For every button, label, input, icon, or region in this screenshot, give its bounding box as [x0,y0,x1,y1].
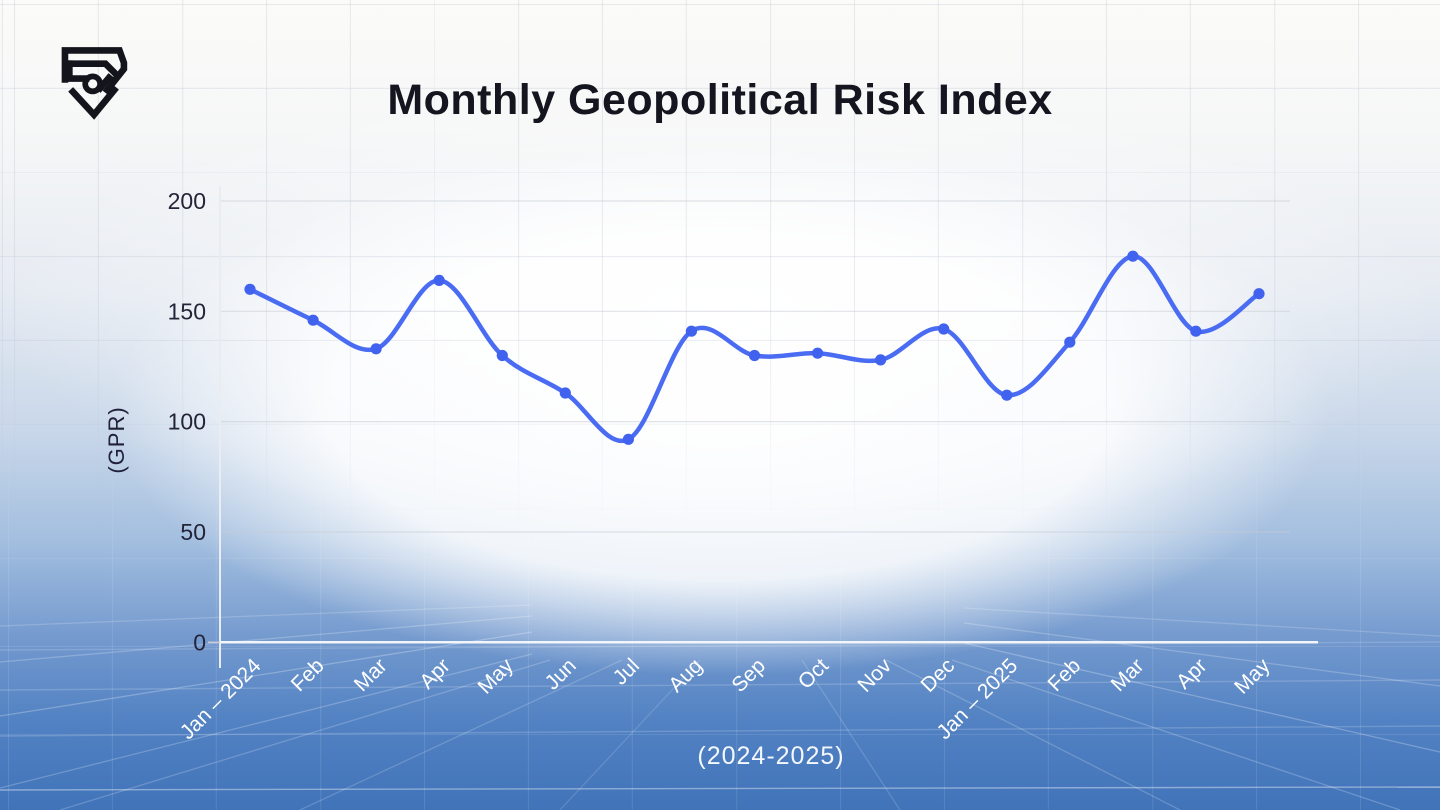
floor-ray-1 [0,615,533,663]
floor-ray-2 [0,631,533,717]
x-tick-label-8: Sep [727,654,770,697]
x-tick-label-13: Feb [1043,654,1085,696]
data-point-Nov [875,354,887,366]
data-point-Apr [433,274,445,286]
x-tick-label-10: Nov [853,654,896,697]
risk-index-line [247,253,1262,444]
floor-horizontal-1 [0,679,1440,691]
data-point-May [1253,288,1265,300]
floor-ray-6 [559,659,701,810]
chart-title: Monthly Geopolitical Risk Index [387,76,1053,124]
floor-ray-4 [59,659,551,810]
x-axis-title: (2024-2025) [697,742,845,770]
data-point-Feb [307,314,319,326]
data-point-Mar [370,343,382,355]
floor-ray-5 [299,659,623,810]
data-point-Aug [685,325,698,337]
data-point-Jul [622,433,635,445]
floor-ray-10 [963,642,1440,753]
y-tick-label-200: 200 [168,188,206,214]
x-tick-label-6: Jul [609,654,644,689]
floor-ray-3 [0,653,533,789]
x-tick-label-1: Feb [287,654,329,696]
data-point-Jun [559,387,571,399]
x-tick-label-5: Jun [541,654,581,694]
data-point-Sep [748,349,761,362]
floor-horizontal-3 [0,786,1440,791]
floor-ray-12 [963,607,1440,637]
floor-ray-7 [801,659,901,810]
x-tick-label-2: Mar [350,654,392,696]
shield-logo-icon [61,47,128,120]
y-tick-label-150: 150 [168,298,206,324]
floor-ray-8 [885,659,1181,810]
x-tick-label-16: May [1230,654,1275,699]
data-point-May [496,349,508,362]
data-point-Dec [938,323,950,335]
data-point-Jan2025 [1001,389,1013,401]
x-tick-label-7: Aug [664,654,707,697]
floor-ray-9 [951,659,1401,810]
x-tick-label-14: Mar [1107,654,1149,696]
y-tick-label-100: 100 [168,409,206,435]
y-tick-label-0: 0 [193,629,206,655]
data-point-Feb [1064,336,1076,348]
floor-ray-0 [0,604,533,627]
x-tick-label-3: Apr [415,654,454,693]
y-tick-label-50: 50 [180,519,206,545]
data-point-Apr [1190,325,1202,337]
x-tick-label-9: Oct [794,654,833,693]
data-point-Oct [812,347,824,359]
data-point-Mar [1127,250,1139,262]
x-tick-label-15: Apr [1172,654,1211,693]
floor-ray-11 [963,622,1440,687]
x-tick-label-4: May [474,654,519,699]
data-point-Jan2024 [244,283,256,295]
x-tick-label-11: Dec [917,654,960,697]
floor-horizontal-2 [0,725,1440,737]
